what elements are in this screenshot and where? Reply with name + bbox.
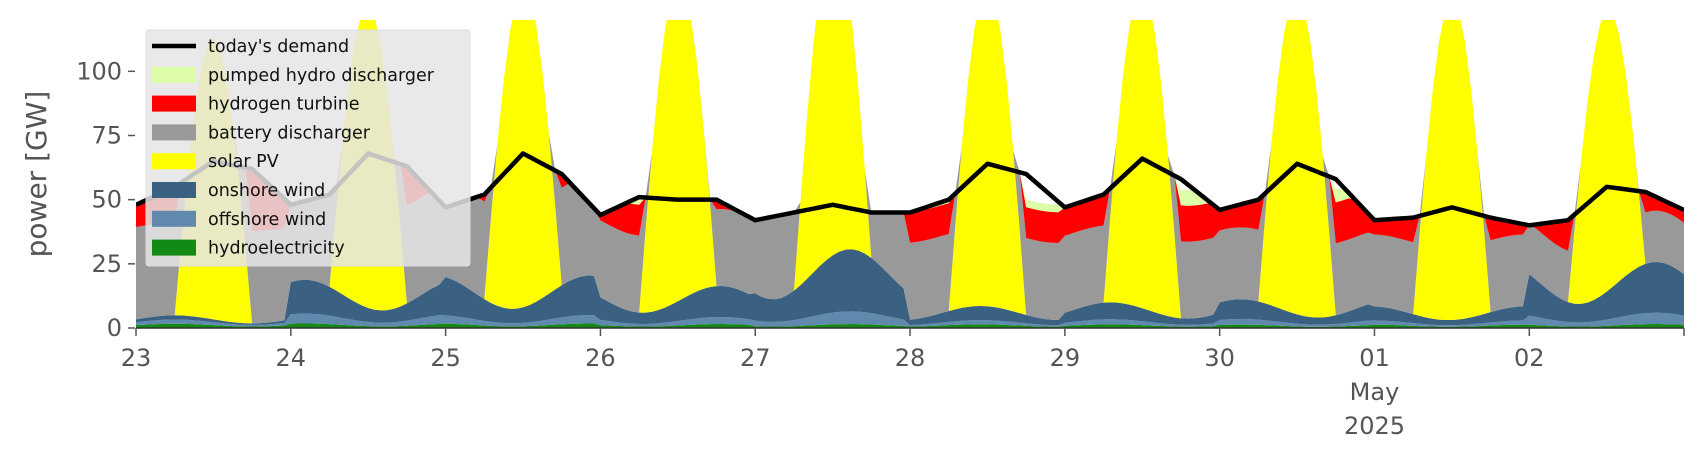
legend-label-today-s-demand: today's demand xyxy=(208,37,349,57)
y-tick-label: 100 xyxy=(76,57,122,85)
legend-swatch-battery-discharger xyxy=(152,124,196,141)
area-offshore-wind xyxy=(136,311,1684,327)
y-tick-label: 25 xyxy=(91,250,122,278)
legend-swatch-hydrogen-turbine xyxy=(152,95,196,112)
y-axis-label: power [GW] xyxy=(20,91,53,258)
area-battery-discharger xyxy=(136,20,1684,324)
x-tick-label: 26 xyxy=(585,344,616,372)
x-tick-label: 27 xyxy=(740,344,771,372)
legend-swatch-pumped-hydro-discharger xyxy=(152,66,196,83)
area-onshore-wind xyxy=(136,249,1684,326)
legend-swatch-onshore-wind xyxy=(152,182,196,198)
x-tick-label: 28 xyxy=(895,344,926,372)
x-tick-label: 29 xyxy=(1050,344,1081,372)
legend-swatch-offshore-wind xyxy=(152,210,196,227)
x-tick-label: 24 xyxy=(276,344,307,372)
y-tick-label: 75 xyxy=(91,122,122,150)
x-tick-label: 02 xyxy=(1514,344,1545,372)
x-tick-year: 2025 xyxy=(1344,412,1405,440)
x-tick-label: 01 xyxy=(1359,344,1390,372)
legend-label-offshore-wind: offshore wind xyxy=(208,210,326,230)
y-ticks: 0 25 50 75 100 xyxy=(76,57,135,342)
legend-box xyxy=(145,29,471,267)
legend-label-hydrogen-turbine: hydrogen turbine xyxy=(208,95,360,115)
y-tick-label: 50 xyxy=(91,186,122,214)
legend-label-solar-pv: solar PV xyxy=(208,152,279,172)
legend-swatch-hydroelectricity xyxy=(152,239,196,256)
legend-label-pumped-hydro-discharger: pumped hydro discharger xyxy=(208,66,435,86)
x-tick-label: 25 xyxy=(430,344,461,372)
x-tick-label: 23 xyxy=(121,344,152,372)
legend-label-onshore-wind: onshore wind xyxy=(208,181,325,201)
y-tick-label: 0 xyxy=(107,314,122,342)
legend-swatch-solar-pv xyxy=(152,153,196,170)
stacked-areas xyxy=(136,20,1684,328)
legend-label-battery-discharger: battery discharger xyxy=(208,123,371,143)
x-tick-label: 30 xyxy=(1204,344,1235,372)
area-solar-pv xyxy=(136,20,1684,324)
x-ticks: 23 24 25 26 27 28 29 30 01 May 2025 02 xyxy=(121,328,1685,440)
x-tick-month: May xyxy=(1350,378,1400,406)
area-hydroelectricity xyxy=(136,323,1684,328)
legend: today's demand pumped hydro discharger hyd… xyxy=(145,29,471,267)
legend-label-hydroelectricity: hydroelectricity xyxy=(208,239,345,259)
